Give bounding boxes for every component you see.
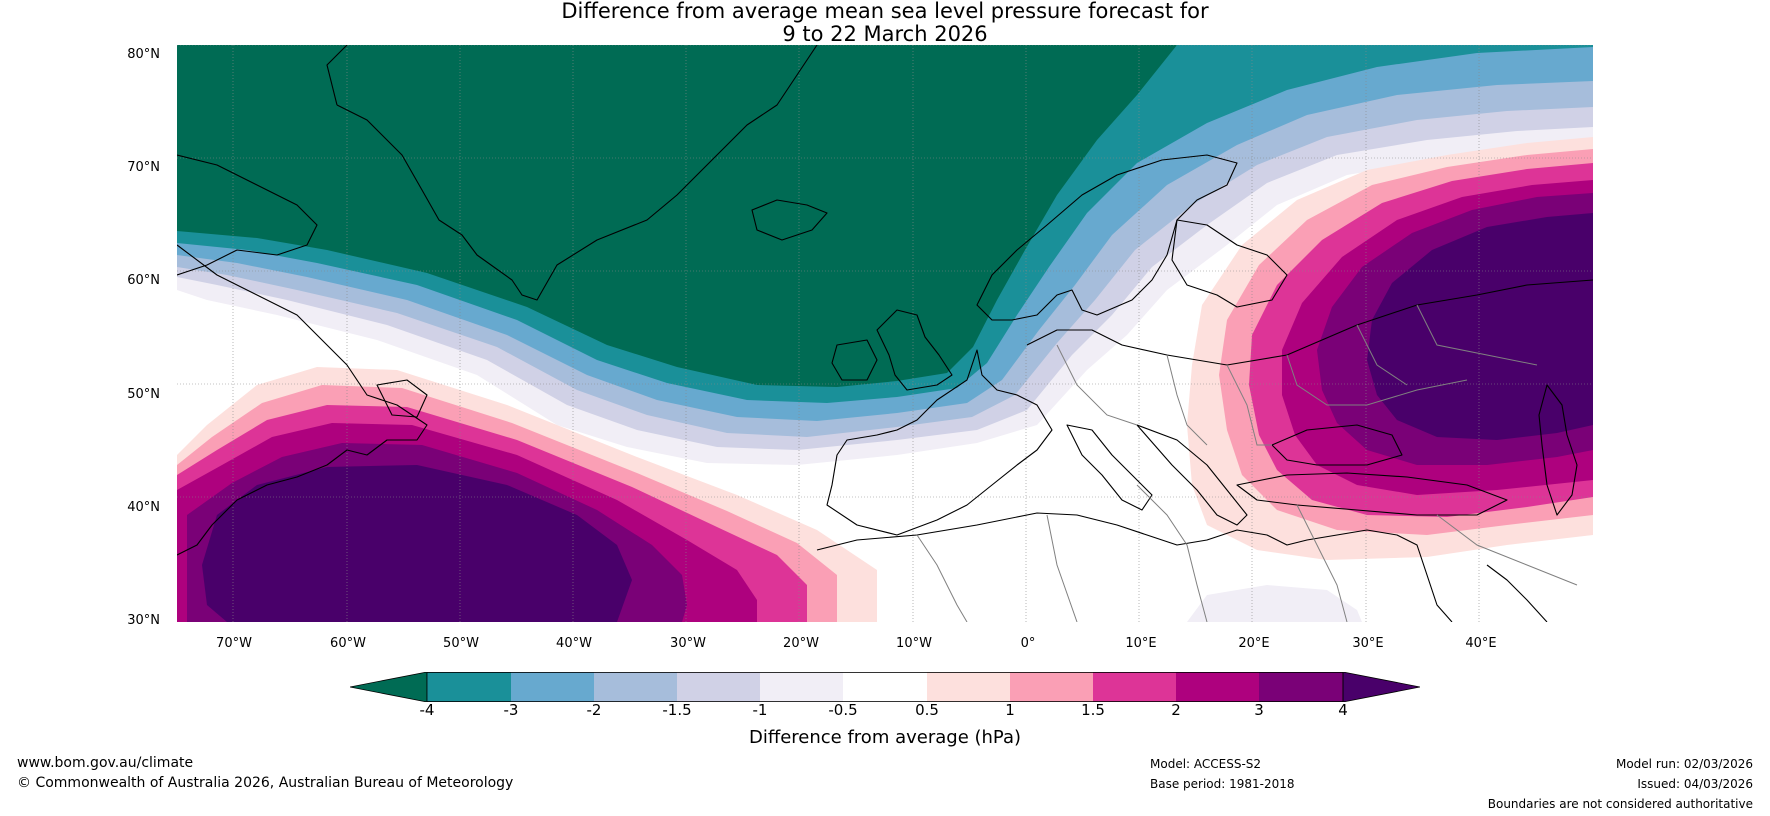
- colorbar-swatch-gt-4: [1342, 672, 1420, 702]
- colorbar-swatch-4-3: [427, 672, 511, 702]
- colorbar-swatch-3-2: [511, 672, 594, 702]
- lat-label-80n: 80°N: [127, 47, 160, 62]
- coast-britain: [876, 309, 953, 391]
- footer-disclaimer: Boundaries are not considered authoritat…: [1487, 797, 1753, 811]
- colorbar-swatch-2-1.5: [594, 672, 677, 702]
- colorbar-swatch-1-0.5: [760, 672, 843, 702]
- lon-label-60w: 60°W: [330, 636, 366, 651]
- colorbar-tick: 1: [1005, 701, 1015, 719]
- colorbar-swatch-0.5-1: [927, 672, 1010, 702]
- lon-label-10w: 10°W: [896, 636, 932, 651]
- colorbar-swatch-2-3: [1176, 672, 1259, 702]
- lon-label-20w: 20°W: [783, 636, 819, 651]
- contour-neg-africa: [1187, 585, 1362, 622]
- colorbar-tick: -2: [586, 701, 602, 719]
- colorbar-tick: 4: [1338, 701, 1348, 719]
- coast-north-africa: [816, 512, 1453, 622]
- lon-label-40w: 40°W: [556, 636, 592, 651]
- coastlines: [177, 45, 1593, 622]
- lon-label-50w: 50°W: [443, 636, 479, 651]
- colorbar-tick: -4: [419, 701, 435, 719]
- colorbar-tick: -1.5: [662, 701, 692, 719]
- coast-balkans: [1136, 424, 1248, 526]
- contour-neg-4: [177, 45, 1177, 387]
- colorbar-tick: 0.5: [915, 701, 939, 719]
- colorbar-swatch-1.5-2: [1093, 672, 1176, 702]
- colorbar-tick: -0.5: [828, 701, 858, 719]
- coast-finland: [1171, 219, 1288, 308]
- colorbar-tick: -1: [752, 701, 768, 719]
- colorbar-swatch-1-1.5: [1010, 672, 1093, 702]
- coast-europe: [1026, 279, 1593, 366]
- footer-base-period: Base period: 1981-2018: [1150, 777, 1295, 791]
- colorbar-tick: -3: [503, 701, 519, 719]
- lon-label-30w: 30°W: [670, 636, 706, 651]
- colorbar-swatch-lt-4: [350, 672, 428, 702]
- coast-greenland: [326, 45, 818, 301]
- colorbar-label: Difference from average (hPa): [748, 727, 1022, 748]
- footer-model-run: Model run: 02/03/2026: [1615, 757, 1753, 771]
- map-title-line-1: Difference from average mean sea level p…: [561, 0, 1209, 23]
- colorbar-tick: 1.5: [1081, 701, 1105, 719]
- graticule: [177, 45, 1593, 622]
- colorbar-swatch-3-4: [1259, 672, 1343, 702]
- map-title-line-2: 9 to 22 March 2026: [782, 22, 988, 46]
- coast-black-sea: [1271, 424, 1403, 466]
- footer-model: Model: ACCESS-S2: [1150, 757, 1262, 771]
- map-canvas: [177, 45, 1593, 622]
- lon-label-40e: 40°E: [1465, 636, 1497, 651]
- footer-url: www.bom.gov.au/climate: [17, 755, 194, 771]
- colorbar-swatch-1.5-1: [677, 672, 760, 702]
- coast-france-iberia: [826, 349, 1053, 536]
- lon-label-70w: 70°W: [216, 636, 252, 651]
- lon-label-20e: 20°E: [1238, 636, 1270, 651]
- footer-copyright: © Commonwealth of Australia 2026, Austra…: [17, 775, 514, 791]
- colorbar-tick: 2: [1171, 701, 1181, 719]
- footer-issued: Issued: 04/03/2026: [1637, 777, 1753, 791]
- colorbar-swatch-0.5-0.5: [843, 672, 927, 702]
- lat-label-30n: 30°N: [127, 613, 160, 628]
- lat-label-50n: 50°N: [127, 387, 160, 402]
- colorbar: [350, 672, 1420, 702]
- lat-label-60n: 60°N: [127, 273, 160, 288]
- lon-label-10e: 10°E: [1125, 636, 1157, 651]
- coast-turkey: [1236, 472, 1508, 516]
- coast-canada: [177, 244, 428, 556]
- coast-ireland: [831, 339, 878, 381]
- lon-label-30e: 30°E: [1352, 636, 1384, 651]
- coast-iceland: [751, 199, 828, 241]
- coast-italy: [1066, 424, 1153, 511]
- colorbar-tick: 3: [1254, 701, 1264, 719]
- pressure-anomaly-map: [177, 45, 1593, 622]
- lat-label-70n: 70°N: [127, 160, 160, 175]
- contour-pos-europe-4: [1367, 213, 1593, 440]
- contour-pos-atlantic-4: [202, 465, 632, 622]
- coast-newfoundland: [376, 379, 428, 418]
- lat-label-40n: 40°N: [127, 500, 160, 515]
- lon-label-0: 0°: [1020, 636, 1036, 651]
- coast-red-sea: [1486, 564, 1548, 622]
- country-borders: [916, 304, 1578, 622]
- coast-baffin: [177, 154, 318, 276]
- coast-caspian: [1538, 384, 1578, 516]
